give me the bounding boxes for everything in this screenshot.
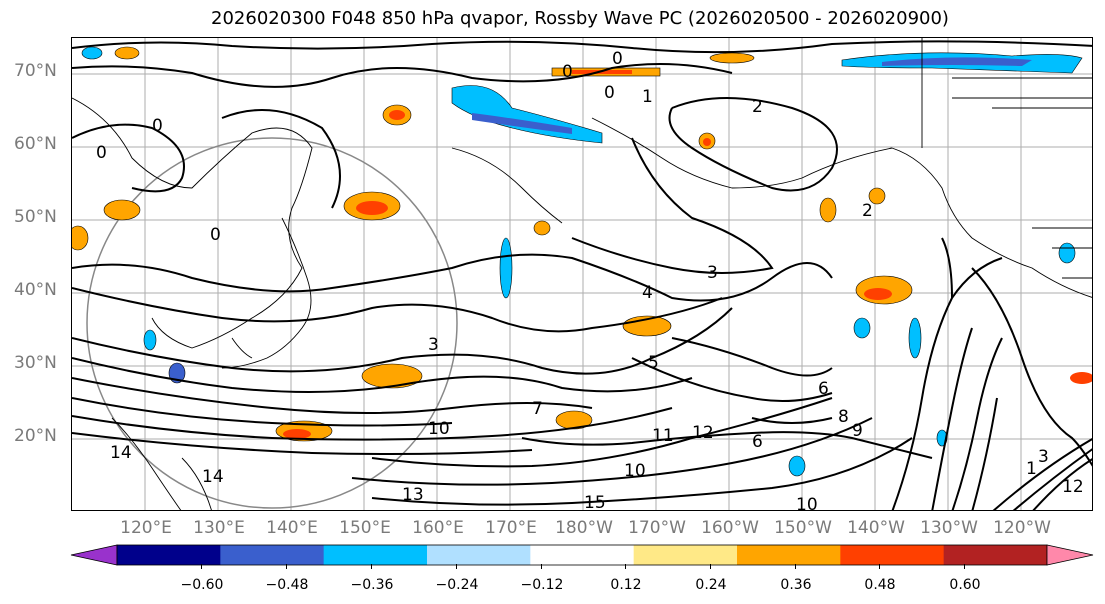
contour-label-group: 0 0 0 1 2 0 0 0 2 3 3 4 5 6 7 6 8 9 10 1…: [96, 49, 1084, 511]
contour-label: 1: [642, 87, 653, 107]
colorbar-tickmark: [879, 564, 880, 569]
contours: [72, 40, 1092, 510]
colorbar-tickmark: [371, 564, 372, 569]
lat-label-50n: 50°N: [14, 207, 57, 227]
lon-label-160w: 160°W: [701, 518, 759, 538]
contour-label: 14: [202, 467, 224, 487]
lon-label-130w: 130°W: [920, 518, 978, 538]
colorbar-tick-label: 0.12: [610, 577, 642, 593]
lat-label-20n: 20°N: [14, 426, 57, 446]
colorbar-tick-label: −0.60: [180, 577, 224, 593]
lon-label-120e: 120°E: [120, 518, 172, 538]
contour-label: 6: [818, 379, 829, 399]
contour-label: 11: [652, 426, 674, 446]
contour-label: 5: [648, 353, 659, 373]
lat-label-60n: 60°N: [14, 134, 57, 154]
colorbar-segment: [530, 545, 635, 565]
lon-label-150w: 150°W: [774, 518, 832, 538]
lat-label-40n: 40°N: [14, 280, 57, 300]
colorbar-segment: [323, 545, 428, 565]
colorbar-tick-label: −0.48: [265, 577, 309, 593]
coastlines: [72, 38, 1092, 510]
colorbar-tickmark: [541, 564, 542, 569]
colorbar-segment: [840, 545, 945, 565]
map-canvas: 0 0 0 1 2 0 0 0 2 3 3 4 5 6 7 6 8 9 10 1…: [72, 38, 1092, 511]
colorbar-tick-label: 0.60: [949, 577, 981, 593]
contour-label: 15: [584, 493, 606, 511]
reference-circle: [86, 137, 458, 509]
lon-label-170w: 170°W: [628, 518, 686, 538]
contour-label: 10: [624, 461, 646, 481]
colorbar-segment: [633, 545, 738, 565]
colorbar-extend-high: [1046, 544, 1094, 566]
lon-label-160e: 160°E: [412, 518, 464, 538]
colorbar-tick-label: 0.24: [695, 577, 727, 593]
contour-label: 12: [1062, 477, 1084, 497]
map-panel: 0 0 0 1 2 0 0 0 2 3 3 4 5 6 7 6 8 9 10 1…: [71, 37, 1093, 511]
colorbar-tick-label: −0.36: [350, 577, 394, 593]
colorbar-tick-label: 0.36: [780, 577, 812, 593]
contour-label: 10: [428, 419, 450, 439]
contour-label: 7: [532, 399, 543, 419]
lon-label-140e: 140°E: [266, 518, 318, 538]
lon-label-130e: 130°E: [193, 518, 245, 538]
contour-label: 0: [612, 49, 623, 69]
contour-label: 3: [707, 263, 718, 283]
contour-label: 3: [1038, 447, 1049, 467]
lat-label-70n: 70°N: [14, 61, 57, 81]
lon-label-150e: 150°E: [339, 518, 391, 538]
colorbar-segments: [116, 544, 1048, 566]
contour-label: 10: [796, 495, 818, 511]
lon-label-140w: 140°W: [847, 518, 905, 538]
lon-label-180w: 180°W: [555, 518, 613, 538]
colorbar-tickmark: [286, 564, 287, 569]
colorbar-segment: [427, 545, 531, 565]
contour-label: 0: [152, 116, 163, 136]
colorbar-extend-low: [70, 544, 118, 566]
contour-label: 14: [110, 443, 132, 463]
lon-label-120w: 120°W: [993, 518, 1051, 538]
contour-label: 2: [862, 201, 873, 221]
colorbar-tickmark: [795, 564, 796, 569]
colorbar-segment: [117, 545, 221, 565]
colorbar-segment: [220, 545, 325, 565]
contour-label: 3: [428, 335, 439, 355]
colorbar-tickmark: [710, 564, 711, 569]
positive-anomaly-shading: [72, 46, 1092, 442]
colorbar-segment: [943, 545, 1048, 565]
contour-label: 8: [838, 407, 849, 427]
colorbar-segment: [737, 545, 841, 565]
contour-label: 0: [210, 225, 221, 245]
contour-label: 1: [1026, 459, 1037, 479]
contour-label: 12: [692, 423, 714, 443]
contour-label: 9: [852, 421, 863, 441]
lat-label-30n: 30°N: [14, 353, 57, 373]
figure-title: 2026020300 F048 850 hPa qvapor, Rossby W…: [211, 8, 949, 29]
contour-label: 0: [604, 83, 615, 103]
negative-anomaly-shading: [81, 46, 1083, 477]
colorbar-tick-label: −0.24: [435, 577, 479, 593]
colorbar-tickmark: [456, 564, 457, 569]
colorbar-tick-label: −0.12: [520, 577, 564, 593]
colorbar-tick-label: 0.48: [864, 577, 896, 593]
colorbar: [70, 544, 1094, 566]
lon-label-170e: 170°E: [485, 518, 537, 538]
colorbar-tickmark: [201, 564, 202, 569]
contour-label: 6: [752, 432, 763, 452]
contour-label: 4: [642, 283, 653, 303]
contour-label: 13: [402, 485, 424, 505]
colorbar-tickmark: [964, 564, 965, 569]
contour-label: 0: [562, 62, 573, 82]
colorbar-tickmark: [625, 564, 626, 569]
contour-label: 2: [752, 97, 763, 117]
contour-label: 0: [96, 143, 107, 163]
